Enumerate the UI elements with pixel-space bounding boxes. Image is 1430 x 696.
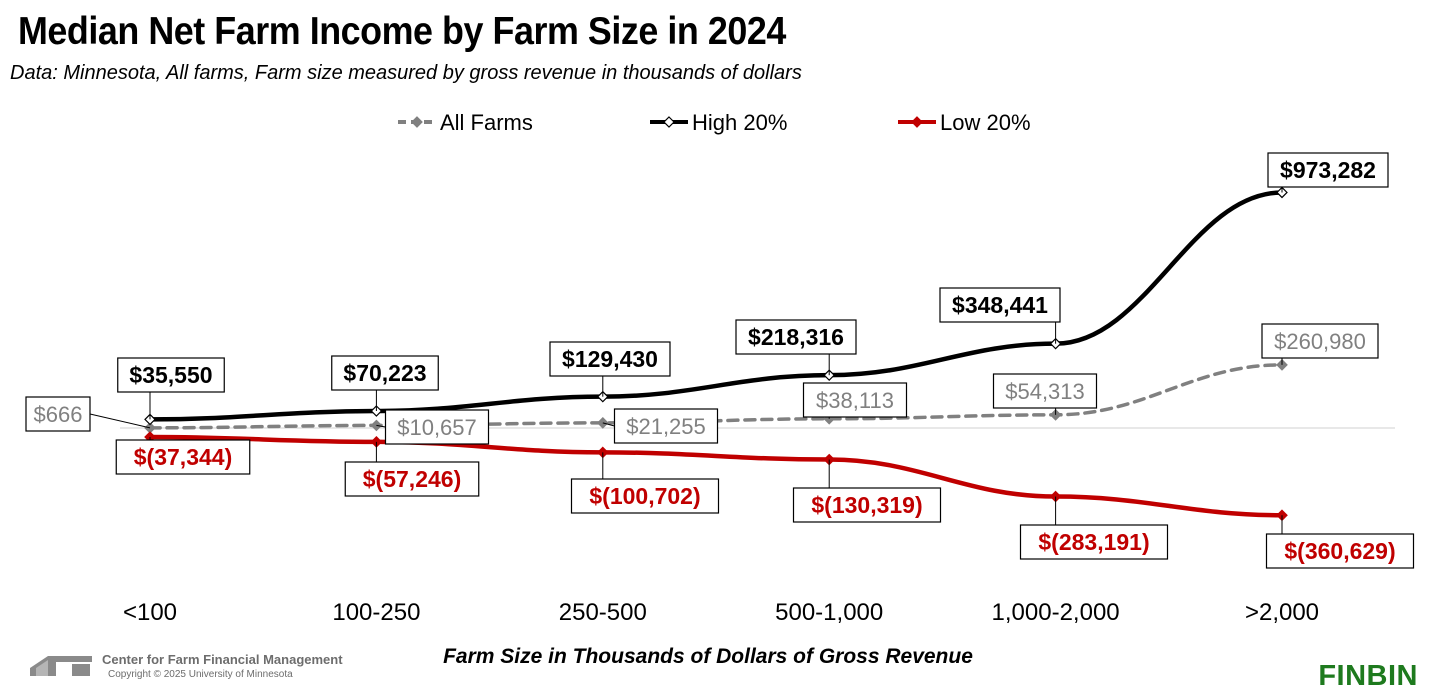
legend-marker-diamond xyxy=(411,116,423,128)
data-label-text: $54,313 xyxy=(1005,379,1085,404)
label-box xyxy=(384,409,490,445)
label-box xyxy=(735,319,857,355)
label-box xyxy=(331,355,439,391)
data-label: $(37,344) xyxy=(115,437,251,475)
data-label-text: $70,223 xyxy=(343,360,426,386)
data-point xyxy=(596,390,609,403)
label-box xyxy=(1019,524,1169,560)
label-box xyxy=(1267,152,1389,188)
data-label-text: $129,430 xyxy=(562,346,658,372)
data-label-text: $(130,319) xyxy=(811,492,922,518)
legend-label: High 20% xyxy=(692,110,787,135)
data-label-text: $(57,246) xyxy=(363,466,461,492)
label-box xyxy=(792,487,942,523)
series-line-low-20- xyxy=(147,434,1285,518)
data-label: $129,430 xyxy=(549,341,671,397)
data-label: $666 xyxy=(25,396,151,432)
x-axis-title: Farm Size in Thousands of Dollars of Gro… xyxy=(443,645,973,668)
label-leader-line xyxy=(89,413,151,429)
label-leader-line xyxy=(602,422,615,427)
data-label: $(130,319) xyxy=(792,459,942,523)
data-label-text: $38,113 xyxy=(816,388,894,413)
label-box xyxy=(1265,533,1415,569)
data-label: $10,657 xyxy=(376,409,490,445)
label-box xyxy=(570,478,720,514)
label-box xyxy=(549,341,671,377)
x-axis: <100 100-250 250-500 500-1,000 1,000-2,000 >2… xyxy=(123,599,1319,668)
legend-item: High 20% xyxy=(650,110,787,135)
data-point xyxy=(823,369,836,382)
data-label-text: $10,657 xyxy=(397,415,477,440)
label-box xyxy=(939,287,1061,323)
x-tick-label: 100-250 xyxy=(332,599,420,626)
label-box xyxy=(613,408,719,444)
footer-org-name: Center for Farm Financial Management xyxy=(102,652,343,667)
data-label: $973,282 xyxy=(1267,152,1389,193)
data-label: $260,980 xyxy=(1261,323,1379,365)
series-line-high-20- xyxy=(147,190,1285,422)
data-label: $54,313 xyxy=(992,373,1098,415)
data-label-text: $666 xyxy=(34,402,83,427)
data-label: $(57,246) xyxy=(344,441,480,497)
data-label-layer: $666 $10,657 $21,255 $38,113 $54,313 $260,980… xyxy=(25,152,1415,569)
data-label: $(100,702) xyxy=(570,452,720,514)
data-label-text: $21,255 xyxy=(626,414,706,439)
data-label: $(283,191) xyxy=(1019,496,1169,560)
chart-title: Median Net Farm Income by Farm Size in 2… xyxy=(18,10,786,53)
svg-text:$: $ xyxy=(59,662,68,679)
legend-marker-diamond xyxy=(911,116,923,128)
label-box xyxy=(117,357,225,393)
x-tick-label: 250-500 xyxy=(559,599,647,626)
data-label-text: $(100,702) xyxy=(589,483,700,509)
finbin-brand: FINBIN xyxy=(1318,660,1418,692)
data-label-text: $973,282 xyxy=(1280,157,1376,183)
data-point xyxy=(1276,358,1288,371)
x-tick-label: 500-1,000 xyxy=(775,599,883,626)
data-label-text: $(283,191) xyxy=(1038,529,1149,555)
chart-subtitle: Data: Minnesota, All farms, Farm size me… xyxy=(10,62,802,84)
label-box xyxy=(115,439,251,475)
data-label: $21,255 xyxy=(602,408,719,444)
x-tick-label: 1,000-2,000 xyxy=(992,599,1120,626)
data-label: $38,113 xyxy=(802,382,908,419)
data-label-text: $260,980 xyxy=(1274,329,1366,354)
label-box xyxy=(344,461,480,497)
legend-label: All Farms xyxy=(440,110,533,135)
data-label: $70,223 xyxy=(331,355,439,412)
label-box xyxy=(992,373,1098,409)
data-label-text: $(37,344) xyxy=(134,444,232,470)
data-label-text: $218,316 xyxy=(748,324,844,350)
legend-marker-diamond xyxy=(663,116,675,128)
data-label-text: $348,441 xyxy=(952,292,1048,318)
data-label-text: $35,550 xyxy=(129,362,212,388)
data-label: $35,550 xyxy=(117,357,225,420)
legend-item: Low 20% xyxy=(898,110,1031,135)
series-layer xyxy=(144,186,1288,522)
data-label: $348,441 xyxy=(939,287,1061,344)
data-label-text: $(360,629) xyxy=(1284,538,1395,564)
label-box xyxy=(1261,323,1379,359)
data-point xyxy=(370,419,383,432)
cffm-logo-icon: $ xyxy=(26,650,98,687)
footer-copyright: Copyright © 2025 University of Minnesota xyxy=(108,669,293,680)
data-point xyxy=(1276,186,1288,199)
data-point xyxy=(144,413,156,426)
legend-label: Low 20% xyxy=(940,110,1031,135)
data-label: $218,316 xyxy=(735,319,857,376)
x-tick-label: <100 xyxy=(123,599,177,626)
x-tick-label: >2,000 xyxy=(1245,599,1319,626)
label-leader-line xyxy=(376,424,386,428)
data-point xyxy=(596,417,609,429)
label-box xyxy=(802,382,908,418)
label-box xyxy=(25,396,91,432)
legend: All Farms High 20% Low 20% xyxy=(398,110,1031,135)
data-label: $(360,629) xyxy=(1265,515,1415,569)
legend-item: All Farms xyxy=(398,110,533,135)
